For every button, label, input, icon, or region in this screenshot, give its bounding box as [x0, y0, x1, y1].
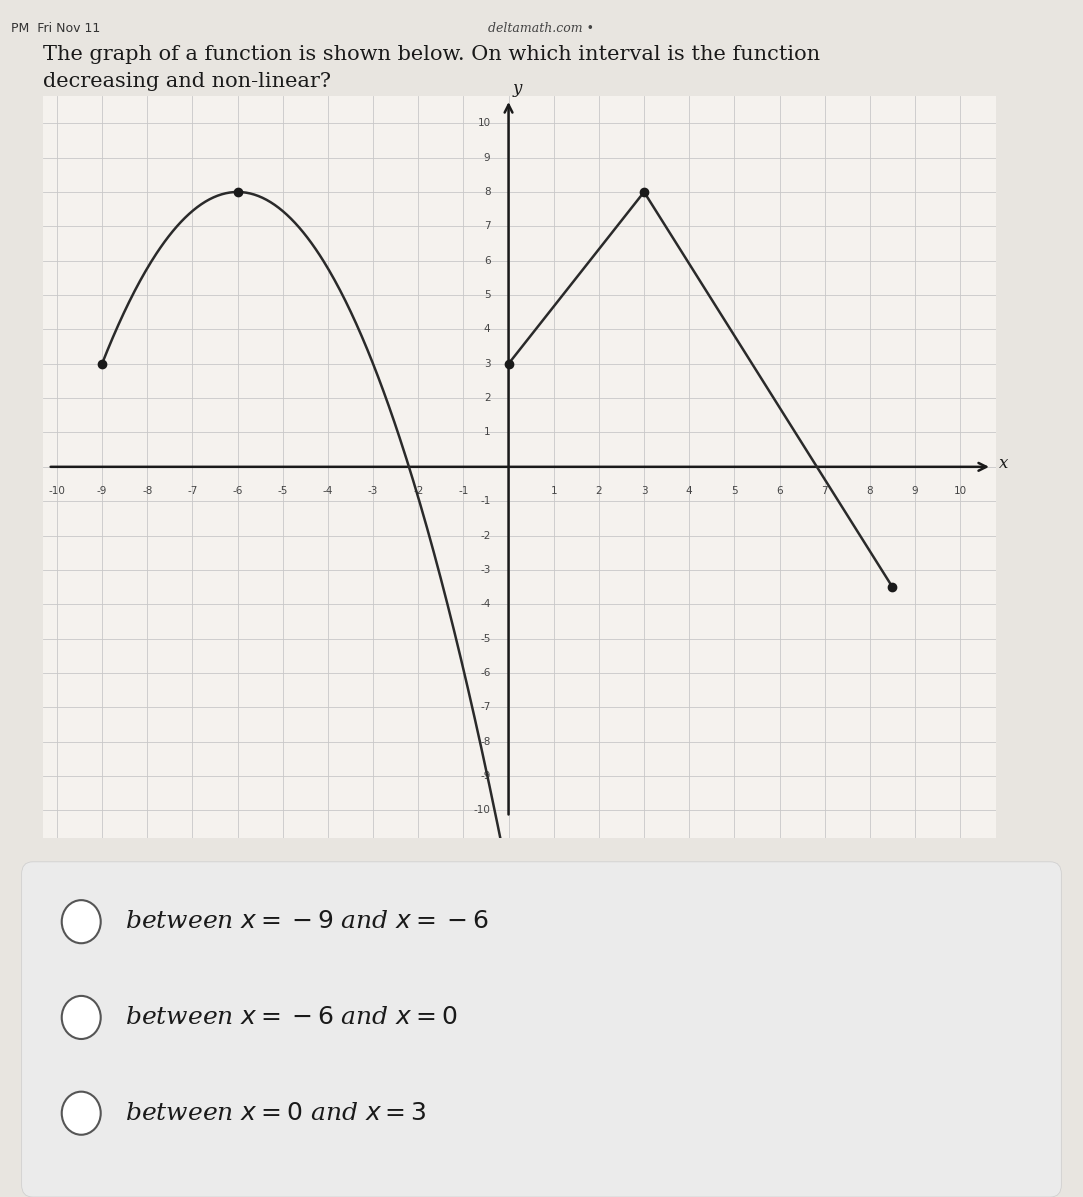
Text: 6: 6 [484, 256, 491, 266]
Text: PM  Fri Nov 11: PM Fri Nov 11 [11, 22, 100, 35]
Text: y: y [513, 80, 522, 97]
Text: -7: -7 [480, 703, 491, 712]
Text: -4: -4 [480, 600, 491, 609]
Text: -8: -8 [480, 736, 491, 747]
Text: 3: 3 [484, 359, 491, 369]
Text: -1: -1 [480, 497, 491, 506]
Text: -9: -9 [96, 486, 107, 496]
Text: -7: -7 [187, 486, 197, 496]
Text: 3: 3 [641, 486, 648, 496]
Text: decreasing and non-linear?: decreasing and non-linear? [43, 72, 331, 91]
Text: 2: 2 [484, 393, 491, 403]
Text: 1: 1 [550, 486, 557, 496]
Text: between $x=0$ and $x=3$: between $x=0$ and $x=3$ [125, 1101, 426, 1125]
Text: 9: 9 [912, 486, 918, 496]
Text: x: x [999, 455, 1008, 472]
Text: -4: -4 [323, 486, 334, 496]
Text: -3: -3 [480, 565, 491, 575]
Text: -6: -6 [233, 486, 243, 496]
Text: deltamath.com •: deltamath.com • [488, 22, 595, 35]
Text: -1: -1 [458, 486, 469, 496]
Text: -8: -8 [142, 486, 153, 496]
Text: 10: 10 [954, 486, 967, 496]
Text: The graph of a function is shown below. On which interval is the function: The graph of a function is shown below. … [43, 45, 821, 65]
Text: 5: 5 [484, 290, 491, 300]
Text: 1: 1 [484, 427, 491, 437]
Text: 5: 5 [731, 486, 738, 496]
Text: 6: 6 [777, 486, 783, 496]
Text: -10: -10 [473, 806, 491, 815]
Text: -9: -9 [480, 771, 491, 782]
Text: between $x=-6$ and $x=0$: between $x=-6$ and $x=0$ [125, 1005, 457, 1029]
Text: -10: -10 [49, 486, 65, 496]
Text: 10: 10 [478, 119, 491, 128]
Text: 8: 8 [484, 187, 491, 198]
Text: 4: 4 [686, 486, 692, 496]
Text: 7: 7 [821, 486, 828, 496]
Text: 2: 2 [596, 486, 602, 496]
Text: 7: 7 [484, 221, 491, 231]
Text: 9: 9 [484, 152, 491, 163]
Text: -2: -2 [480, 530, 491, 541]
Text: -6: -6 [480, 668, 491, 678]
Text: -5: -5 [480, 633, 491, 644]
Text: -2: -2 [413, 486, 423, 496]
Text: between $x=-9$ and $x=-6$: between $x=-9$ and $x=-6$ [125, 910, 488, 934]
Text: 8: 8 [866, 486, 873, 496]
Text: 4: 4 [484, 324, 491, 334]
Text: -3: -3 [368, 486, 378, 496]
Text: -5: -5 [277, 486, 288, 496]
